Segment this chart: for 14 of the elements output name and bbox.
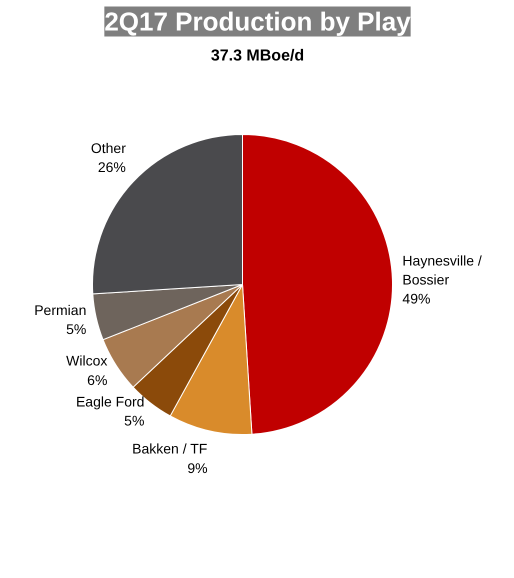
slice-label: Haynesville / Bossier xyxy=(402,252,482,288)
data-label: 6% xyxy=(87,372,108,388)
slice-label: Permian xyxy=(34,302,86,318)
chart-subtitle: 37.3 MBoe/d xyxy=(210,48,304,64)
chart-title: 2Q17 Production by Play xyxy=(104,6,412,36)
slice-label: Other xyxy=(90,140,126,156)
data-label: 49% xyxy=(402,290,430,307)
slice-label: Wilcox xyxy=(66,352,108,369)
data-label: 26% xyxy=(98,158,126,175)
slice-label: Bakken / TF xyxy=(132,440,208,457)
data-label: 5% xyxy=(66,321,86,338)
slice-label: Eagle Ford xyxy=(76,393,144,410)
data-label: 9% xyxy=(187,460,208,476)
data-label: 5% xyxy=(124,412,144,429)
